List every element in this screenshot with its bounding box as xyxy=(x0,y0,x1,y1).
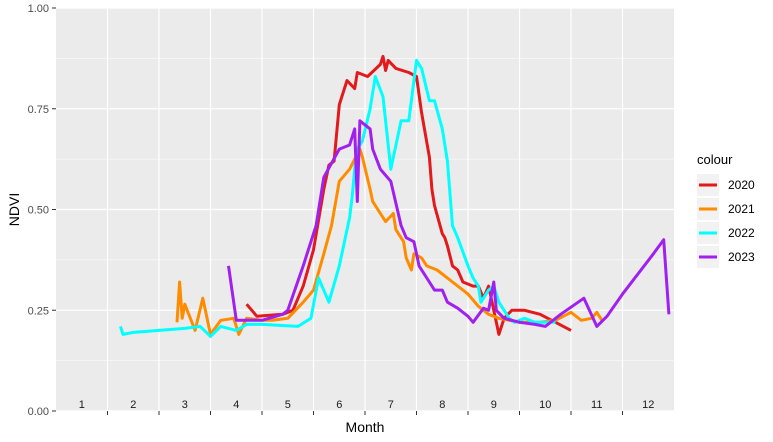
y-axis-title: NDVI xyxy=(6,193,22,226)
y-tick-label: 0.00 xyxy=(28,406,49,418)
x-tick-label: 10 xyxy=(539,399,551,411)
legend-title: colour xyxy=(697,152,733,167)
series-line-2023 xyxy=(227,119,671,328)
series-lines xyxy=(118,54,671,338)
legend: colour 2020 2021 2022 2023 xyxy=(697,152,755,268)
y-tick-label: 0.25 xyxy=(28,305,49,317)
x-tick-label: 8 xyxy=(439,399,445,411)
x-tick-label: 1 xyxy=(79,399,85,411)
legend-label-2022: 2022 xyxy=(728,226,755,240)
x-axis-title: Month xyxy=(346,419,385,435)
x-tick-label: 11 xyxy=(591,399,602,411)
legend-label-2021: 2021 xyxy=(728,202,755,216)
x-tick-label: 9 xyxy=(491,399,497,411)
x-tick-label: 2 xyxy=(130,399,136,411)
legend-label-2020: 2020 xyxy=(728,178,755,192)
legend-label-2023: 2023 xyxy=(728,250,755,264)
series-line-2021 xyxy=(175,147,604,336)
x-tick-label: 3 xyxy=(182,399,188,411)
y-tick-label: 0.50 xyxy=(28,205,49,217)
x-tick-label: 5 xyxy=(285,399,291,411)
y-tick-label: 1.00 xyxy=(28,3,49,15)
series-line-2022 xyxy=(118,58,556,338)
x-tick-label: 7 xyxy=(388,399,394,411)
x-tick-label: 6 xyxy=(336,399,342,411)
y-axis-ticks: 0.00 0.25 0.50 0.75 1.00 xyxy=(28,3,56,418)
x-tick-label: 4 xyxy=(233,399,239,411)
x-tick-label: 12 xyxy=(642,399,654,411)
x-axis-ticks: 1 2 3 4 5 6 7 8 9 10 11 12 xyxy=(79,399,654,415)
major-gridlines xyxy=(56,7,674,412)
y-tick-label: 0.75 xyxy=(28,104,49,116)
